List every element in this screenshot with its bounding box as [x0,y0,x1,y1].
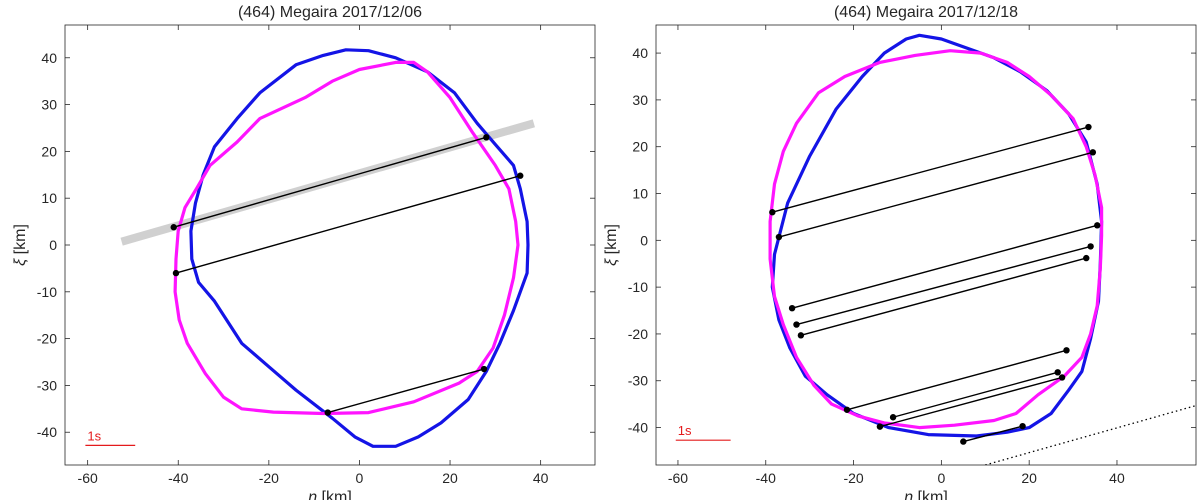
y-tick-label: 40 [632,45,648,61]
y-tick-label: -40 [628,420,648,436]
data-layer [120,48,535,448]
shape-contour-magenta [173,60,520,416]
x-tick-label: -60 [668,470,688,486]
chord-endpoint [1058,374,1066,381]
chord-endpoint [876,423,884,430]
x-axis-symbol: η [904,489,913,500]
x-tick-label: -20 [259,470,279,486]
chord-endpoint [1085,123,1092,131]
y-axis-symbol: ξ [603,258,620,266]
x-tick-label: 20 [442,470,458,486]
occultation-chord [846,349,1067,411]
right-panel: -60 -40 -20 0 20 40 -40 -30 -20 -10 0 10 20 30 40 1s (46… [603,4,1197,500]
chord-endpoint [517,172,524,179]
occultation-chord [879,376,1063,428]
chart-title: (464) Megaira 2017/12/18 [834,4,1018,21]
chord-endpoint [483,134,490,141]
y-tick-label: -20 [37,331,57,347]
occultation-chord [175,175,521,274]
occultation-chord [791,224,1098,309]
occultation-chord [327,368,485,414]
data-layer [768,33,1196,465]
x-axis-label: η [km] [308,489,352,500]
y-tick-label: 30 [41,97,57,113]
chord-endpoint [1019,422,1026,430]
y-axis-unit: [km] [12,224,29,259]
y-tick-label: -30 [628,373,648,389]
y-tick-label: 10 [632,186,648,202]
chord-endpoint [1063,347,1070,354]
y-tick-label: -10 [37,284,57,300]
y-tick-label: 20 [41,143,57,159]
y-tick-label: 0 [49,237,57,253]
plot-area [64,24,596,466]
x-tick-label: 0 [356,470,364,486]
chord-endpoint [170,224,177,231]
y-axis-unit: [km] [603,224,620,259]
scale-bar-label: 1s [678,423,692,438]
occultation-chord [173,136,487,228]
x-axis-label: η [km] [904,489,948,500]
y-tick-label: 0 [640,232,648,248]
x-axis-unit: [km] [317,489,352,500]
occultation-chord [963,425,1023,443]
x-tick-label: 40 [1109,470,1125,486]
scale-bar-label: 1s [87,428,101,443]
y-axis-symbol: ξ [12,258,29,266]
chord-endpoint [889,414,897,421]
occultation-chord [778,151,1094,238]
chord-endpoint [769,209,776,216]
x-tick-label: -40 [756,470,776,486]
y-tick-label: 40 [41,50,57,66]
x-axis-symbol: η [308,489,317,500]
x-tick-label: 0 [937,470,945,486]
chord-endpoint [797,332,805,339]
x-tick-label: -20 [843,470,863,486]
y-tick-label: -10 [628,279,648,295]
chord-endpoint [775,233,783,241]
left-panel: -60 -40 -20 0 20 40 -40 -30 -20 -10 0 10 20 30 40 1s (46… [12,4,596,500]
dotted-line [985,404,1196,465]
occultation-chord [892,371,1058,418]
chord-endpoint [793,321,800,328]
chord-endpoint [843,406,851,413]
chord-endpoint [960,438,967,445]
y-tick-label: -40 [37,424,57,440]
y-tick-label: 20 [632,139,648,155]
chord-endpoint [1094,222,1101,229]
plot-area [655,24,1197,466]
shape-contour-magenta [768,49,1104,430]
chord-endpoint [1083,254,1090,262]
chart-title: (464) Megaira 2017/12/06 [238,4,422,21]
x-axis-unit: [km] [913,489,948,500]
y-tick-label: -20 [628,326,648,342]
x-tick-label: -60 [78,470,98,486]
occultation-chord [772,126,1089,213]
chord-endpoint [324,409,331,416]
occultation-chord [796,245,1091,326]
x-tick-label: -40 [168,470,188,486]
y-axis-label: ξ [km] [603,224,620,266]
x-tick-label: 40 [533,470,549,486]
y-tick-label: 10 [41,190,57,206]
chord-endpoint [172,269,180,277]
chord-endpoint [1054,369,1061,376]
chord-endpoint [788,304,796,312]
chord-endpoint [1087,243,1094,250]
y-tick-label: -30 [37,377,57,393]
x-tick-label: 20 [1021,470,1037,486]
y-axis-label: ξ [km] [12,224,29,266]
chord-endpoint [480,365,488,373]
occultation-chord [800,257,1087,337]
chord-endpoint [1089,149,1097,156]
y-tick-label: 30 [632,92,648,108]
